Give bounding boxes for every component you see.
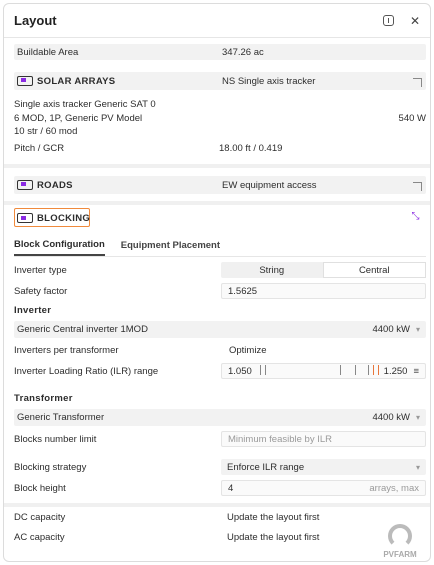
block-height-value: 4 bbox=[228, 482, 234, 494]
buildable-area-label: Buildable Area bbox=[17, 46, 79, 58]
inverter-power: 4400 kW bbox=[372, 324, 410, 335]
layout-panel: Layout ✕ Buildable Area 347.26 ac SOLAR … bbox=[3, 3, 431, 562]
safety-factor-row: Safety factor 1.5625 bbox=[14, 283, 426, 299]
tab-block-configuration[interactable]: Block Configuration bbox=[14, 239, 105, 256]
pitch-value: 18.00 ft / 0.419 bbox=[219, 143, 283, 154]
blocking-tabs: Block Configuration Equipment Placement bbox=[14, 239, 426, 257]
divider bbox=[4, 201, 430, 205]
logo-icon bbox=[388, 524, 412, 548]
blocks-limit-input[interactable]: Minimum feasible by ILR bbox=[221, 431, 426, 447]
ilr-min: 1.050 bbox=[228, 365, 252, 377]
ilr-row: Inverter Loading Ratio (ILR) range 1.050… bbox=[14, 363, 426, 379]
blocking-toggle[interactable] bbox=[17, 213, 33, 223]
block-height-row: Block height 4 arrays, max bbox=[14, 480, 426, 496]
solar-line2: 6 MOD, 1P, Generic PV Model bbox=[14, 113, 143, 124]
expand-icon[interactable] bbox=[413, 78, 422, 87]
safety-factor-input[interactable]: 1.5625 bbox=[221, 283, 426, 299]
transformer-section-title: Transformer bbox=[14, 393, 73, 404]
pitch-label: Pitch / GCR bbox=[14, 143, 65, 154]
inverter-section-title: Inverter bbox=[14, 305, 52, 316]
info-icon[interactable] bbox=[382, 15, 394, 26]
ilr-range-slider[interactable]: 1.050 1.250 ≡ bbox=[221, 363, 426, 379]
inverter-type-row: Inverter type String Central bbox=[14, 262, 426, 278]
divider bbox=[4, 503, 430, 507]
blocking-highlight bbox=[14, 208, 90, 227]
roads-value: EW equipment access bbox=[222, 179, 317, 191]
strategy-label: Blocking strategy bbox=[14, 461, 87, 473]
solar-arrays-header[interactable]: SOLAR ARRAYS NS Single axis tracker bbox=[14, 72, 426, 90]
logo-text: PVFARM bbox=[383, 550, 417, 559]
buildable-area-value: 347.26 ac bbox=[222, 46, 264, 58]
ipt-value[interactable]: Optimize bbox=[229, 345, 267, 356]
ilr-max: 1.250 bbox=[383, 365, 408, 377]
panel-header: Layout ✕ bbox=[4, 4, 430, 38]
block-height-input[interactable]: 4 arrays, max bbox=[221, 480, 426, 496]
strategy-row: Blocking strategy Enforce ILR range ▾ bbox=[14, 459, 426, 475]
block-height-unit: arrays, max bbox=[369, 482, 419, 494]
inverter-type-central[interactable]: Central bbox=[322, 262, 426, 278]
pvfarm-logo: PVFARM bbox=[382, 524, 418, 559]
list-icon[interactable]: ≡ bbox=[413, 365, 419, 377]
close-icon[interactable]: ✕ bbox=[409, 13, 420, 28]
pitch-row: Pitch / GCR 18.00 ft / 0.419 bbox=[14, 143, 426, 154]
roads-label: ROADS bbox=[37, 179, 73, 191]
panel-title: Layout bbox=[14, 13, 57, 28]
dc-capacity-value: Update the layout first bbox=[227, 512, 320, 523]
dc-capacity-label: DC capacity bbox=[14, 512, 66, 523]
chevron-down-icon: ▾ bbox=[415, 325, 420, 334]
ipt-label: Inverters per transformer bbox=[14, 345, 119, 356]
transformer-model: Generic Transformer bbox=[17, 412, 105, 423]
blocking-header[interactable]: BLOCKING bbox=[14, 210, 426, 226]
inverter-model: Generic Central inverter 1MOD bbox=[17, 324, 148, 335]
inverter-type-string[interactable]: String bbox=[259, 264, 285, 276]
strategy-value: Enforce ILR range bbox=[227, 461, 305, 473]
ilr-label: Inverter Loading Ratio (ILR) range bbox=[14, 365, 159, 377]
divider bbox=[4, 164, 430, 168]
collapse-icon[interactable]: ⤡ bbox=[411, 211, 420, 222]
ac-capacity-value: Update the layout first bbox=[227, 532, 320, 543]
inverters-per-transformer-row: Inverters per transformer Optimize bbox=[14, 345, 426, 356]
ac-capacity-label: AC capacity bbox=[14, 532, 65, 543]
solar-line2-row: 6 MOD, 1P, Generic PV Model 540 W bbox=[14, 113, 426, 124]
transformer-power: 4400 kW bbox=[372, 412, 410, 423]
blocking-label: BLOCKING bbox=[37, 212, 91, 224]
blocks-limit-row: Blocks number limit Minimum feasible by … bbox=[14, 431, 426, 447]
strategy-select[interactable]: Enforce ILR range ▾ bbox=[221, 459, 426, 475]
roads-toggle[interactable] bbox=[17, 179, 33, 190]
buildable-area-row: Buildable Area 347.26 ac bbox=[14, 44, 426, 60]
roads-header[interactable]: ROADS EW equipment access bbox=[14, 176, 426, 194]
solar-line1: Single axis tracker Generic SAT 0 bbox=[14, 99, 156, 110]
blocks-limit-label: Blocks number limit bbox=[14, 433, 97, 445]
solar-arrays-toggle[interactable] bbox=[17, 75, 33, 86]
solar-power: 540 W bbox=[398, 113, 426, 124]
inverter-type-label: Inverter type bbox=[14, 264, 67, 276]
solar-line3: 10 str / 60 mod bbox=[14, 126, 78, 137]
inverter-select[interactable]: Generic Central inverter 1MOD 4400 kW ▾ bbox=[14, 321, 426, 338]
safety-factor-label: Safety factor bbox=[14, 285, 68, 297]
transformer-select[interactable]: Generic Transformer 4400 kW ▾ bbox=[14, 409, 426, 426]
ac-capacity-row: AC capacity Update the layout first bbox=[14, 532, 426, 543]
dc-capacity-row: DC capacity Update the layout first bbox=[14, 512, 426, 523]
solar-arrays-value: NS Single axis tracker bbox=[222, 75, 316, 87]
solar-arrays-label: SOLAR ARRAYS bbox=[37, 75, 116, 87]
expand-icon[interactable] bbox=[413, 182, 422, 191]
chevron-down-icon: ▾ bbox=[415, 413, 420, 422]
block-height-label: Block height bbox=[14, 482, 66, 494]
chevron-down-icon: ▾ bbox=[415, 462, 420, 472]
tab-equipment-placement[interactable]: Equipment Placement bbox=[120, 240, 221, 251]
inverter-type-toggle: String Central bbox=[221, 262, 426, 278]
